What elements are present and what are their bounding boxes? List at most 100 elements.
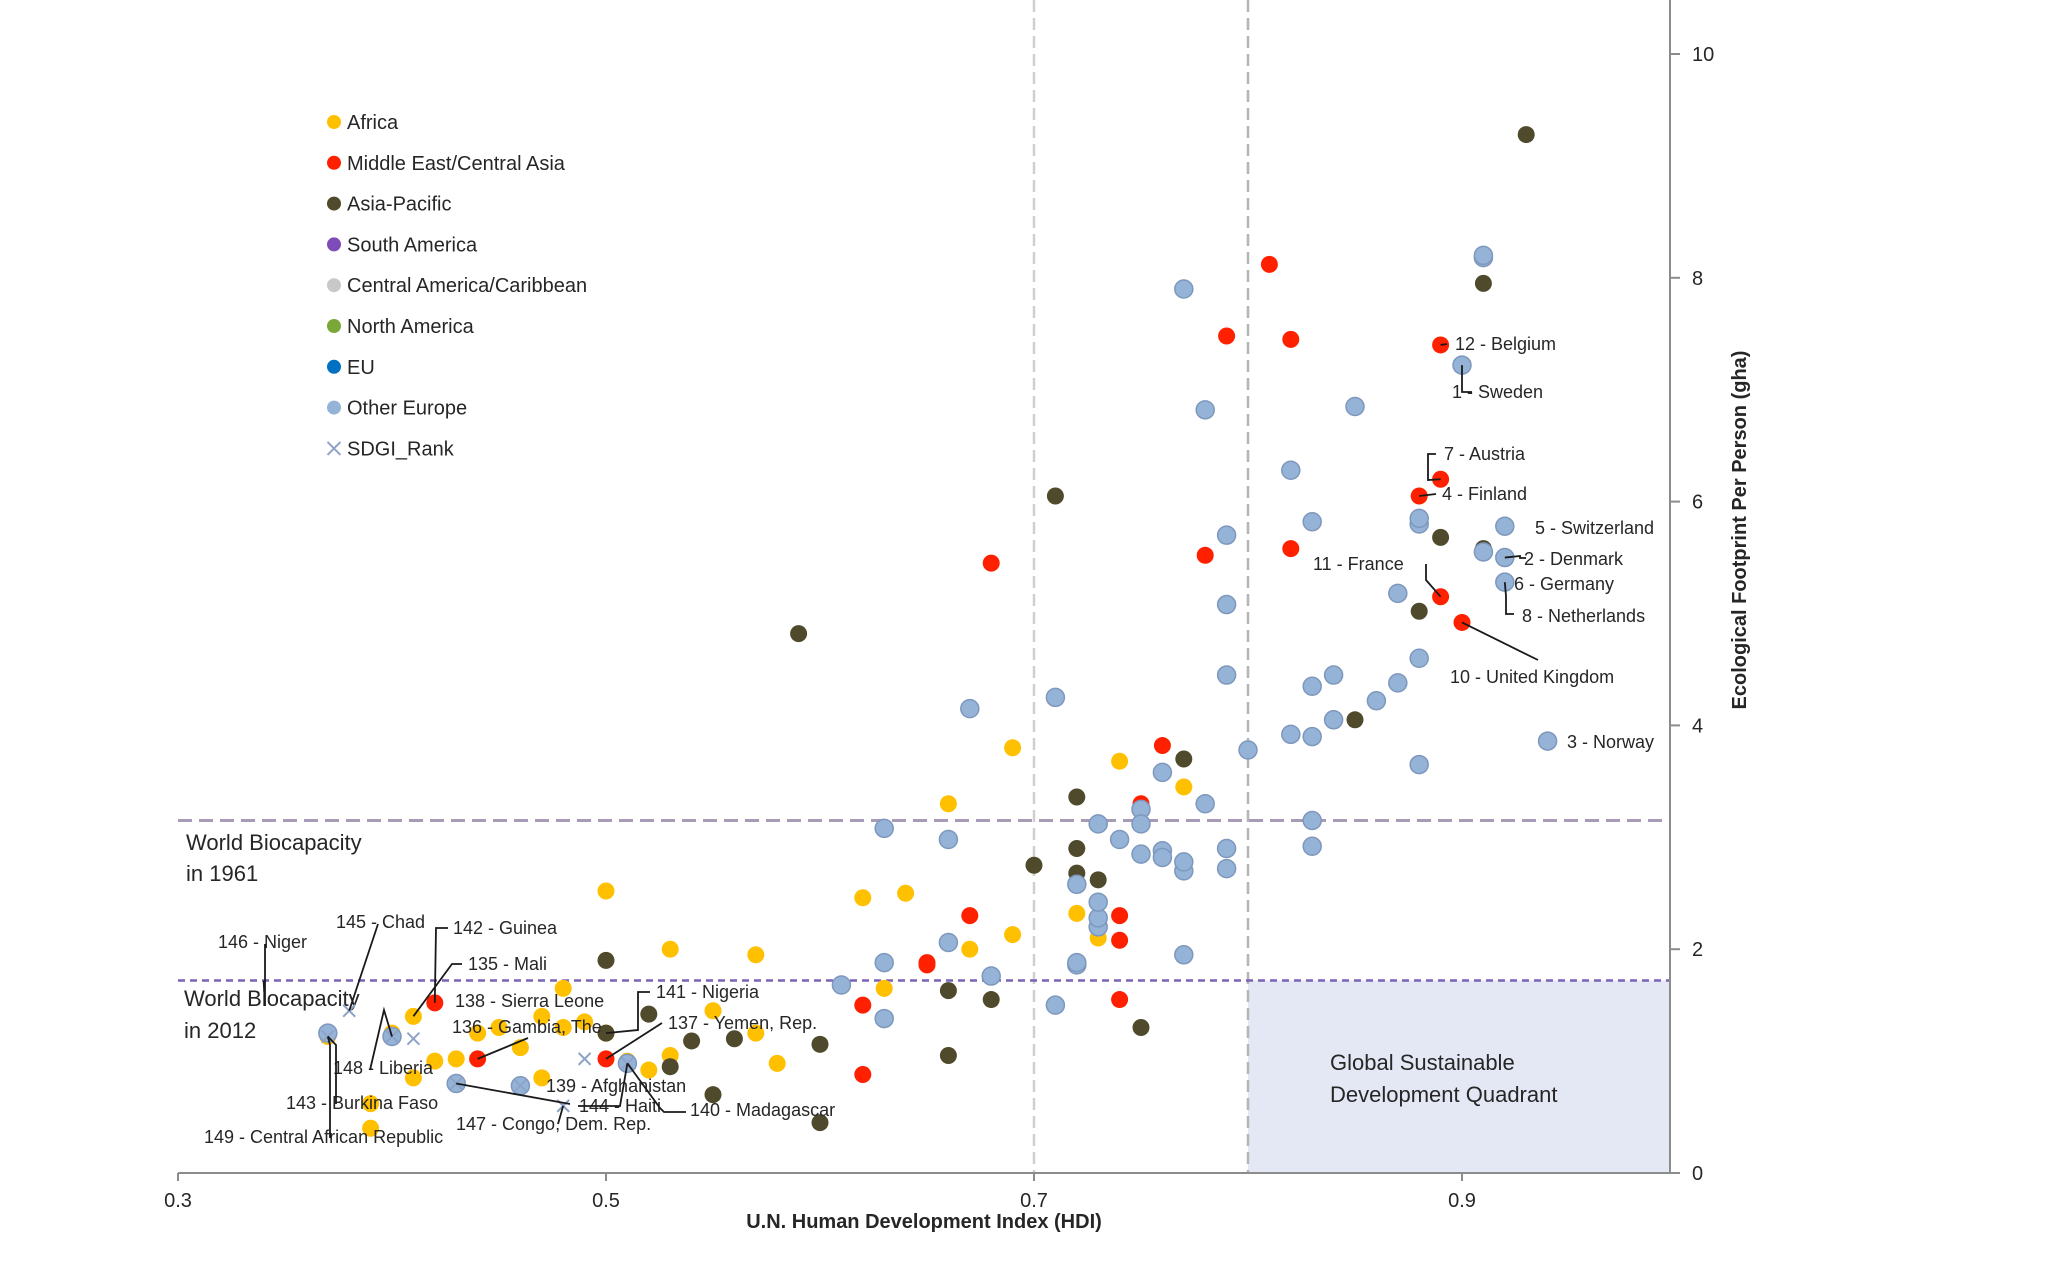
point-asia-pacific	[939, 982, 957, 1000]
annotation-label: 12 - Belgium	[1455, 334, 1556, 354]
annotation-leader-line	[1503, 582, 1514, 615]
legend-marker	[327, 400, 341, 415]
legend-label: South America	[347, 234, 478, 256]
legend-label: SDGI_Rank	[347, 438, 455, 460]
point-asia-pacific	[1410, 602, 1428, 620]
point-middle-east-central-asia	[854, 1066, 872, 1084]
legend-marker	[327, 319, 341, 333]
y-tick-label: 2	[1692, 939, 1703, 961]
annotation-label: 1 - Sweden	[1452, 382, 1543, 402]
annotation-label: 5 - Switzerland	[1535, 518, 1654, 538]
biocapacity-2012-label-line1: World Biocapacity	[184, 986, 360, 1011]
annotation-label: 147 - Congo, Dem. Rep.	[456, 1114, 651, 1134]
annotation-leader-line	[1427, 453, 1441, 481]
point-middle-east-central-asia	[1218, 327, 1236, 345]
point-asia-pacific	[982, 991, 1000, 1009]
annotation-leader-line	[456, 1082, 571, 1105]
point-other-europe	[1238, 740, 1258, 760]
annotation-leader-line	[327, 1035, 337, 1104]
point-africa	[447, 1050, 465, 1068]
point-asia-pacific	[683, 1032, 701, 1050]
point-other-europe	[1409, 508, 1429, 529]
point-other-europe	[1281, 724, 1301, 745]
annotation-label: 136 - Gambia, The	[452, 1017, 602, 1037]
point-other-europe	[1388, 583, 1408, 604]
sdgi-rank-marker	[513, 1079, 528, 1093]
point-africa	[1111, 752, 1129, 770]
point-other-europe	[1088, 814, 1108, 834]
point-other-europe	[1195, 400, 1215, 420]
legend-marker	[327, 237, 341, 252]
point-asia-pacific	[939, 1047, 957, 1065]
point-other-europe	[1302, 810, 1322, 831]
point-asia-pacific	[1025, 856, 1043, 874]
point-other-europe	[1195, 793, 1215, 814]
point-other-europe	[1302, 836, 1322, 857]
point-asia-pacific	[811, 1114, 829, 1132]
point-middle-east-central-asia	[1282, 540, 1300, 558]
annotation-label: 140 - Madagascar	[690, 1100, 835, 1120]
point-africa	[747, 946, 765, 964]
legend: Africa Middle East/Central Asia Asia-Pacif…	[326, 112, 587, 460]
point-asia-pacific	[704, 1086, 722, 1104]
point-africa	[854, 889, 872, 907]
point-middle-east-central-asia	[1111, 991, 1129, 1009]
point-asia-pacific	[661, 1058, 679, 1076]
point-other-europe	[1366, 691, 1387, 711]
annotation-label: 8 - Netherlands	[1522, 606, 1645, 626]
point-africa	[875, 979, 893, 997]
point-other-europe	[1388, 673, 1408, 693]
legend-sdgi-marker	[326, 441, 342, 456]
annotation-leader-line	[477, 1037, 529, 1060]
point-other-europe	[1174, 945, 1194, 965]
annotation-leader-line	[1425, 564, 1442, 598]
point-africa	[897, 884, 915, 902]
x-tick-label: 0.7	[1020, 1190, 1048, 1212]
x-tick-label: 0.9	[1448, 1190, 1476, 1212]
annotation-label: 6 - Germany	[1514, 574, 1614, 594]
annotation-label: 145 - Chad	[336, 912, 425, 932]
annotation-label: 137 - Yemen, Rep.	[668, 1013, 817, 1033]
point-other-europe	[1174, 279, 1194, 299]
y-axis-ticks: 0 2 4 6 8 10	[1670, 44, 1714, 1185]
point-other-europe	[1495, 516, 1515, 536]
point-other-europe	[938, 932, 959, 953]
point-other-europe	[874, 952, 894, 973]
point-africa	[939, 795, 957, 813]
legend-marker	[327, 278, 341, 293]
legend-label: Central America/Caribbean	[347, 275, 587, 297]
annotation-label: 135 - Mali	[468, 954, 547, 974]
point-other-europe	[1045, 995, 1066, 1015]
point-africa	[1175, 778, 1193, 796]
point-asia-pacific	[1474, 274, 1492, 292]
annotation-leader-line	[557, 1105, 565, 1125]
point-africa	[597, 882, 615, 900]
point-other-europe	[874, 1008, 894, 1029]
annotation-leader-line	[262, 944, 266, 1007]
annotation-label: 141 - Nigeria	[656, 982, 760, 1002]
y-tick-label: 10	[1692, 44, 1714, 66]
point-asia-pacific	[1346, 711, 1364, 729]
point-asia-pacific	[1432, 528, 1450, 546]
point-middle-east-central-asia	[1111, 907, 1129, 925]
point-africa	[469, 1024, 487, 1042]
point-other-europe	[1345, 396, 1365, 417]
point-other-europe	[1216, 525, 1237, 545]
point-other-europe	[1537, 731, 1558, 751]
annotation-leader-line	[1419, 493, 1437, 497]
annotation-label: 3 - Norway	[1567, 732, 1654, 752]
point-asia-pacific	[1175, 750, 1193, 768]
point-other-europe	[1088, 892, 1108, 912]
quadrant-label-line2: Development Quadrant	[1330, 1082, 1557, 1107]
annotation-leader-line	[326, 1036, 331, 1138]
legend-marker	[327, 359, 341, 374]
point-other-europe	[1174, 852, 1194, 872]
point-africa	[362, 1119, 380, 1137]
point-africa	[661, 940, 679, 958]
point-other-europe	[1302, 511, 1322, 532]
point-africa	[533, 1007, 551, 1025]
point-asia-pacific	[640, 1005, 658, 1023]
point-africa	[704, 1002, 722, 1020]
point-middle-east-central-asia	[1196, 546, 1214, 564]
annotation-label: 143 - Burkina Faso	[286, 1093, 438, 1113]
